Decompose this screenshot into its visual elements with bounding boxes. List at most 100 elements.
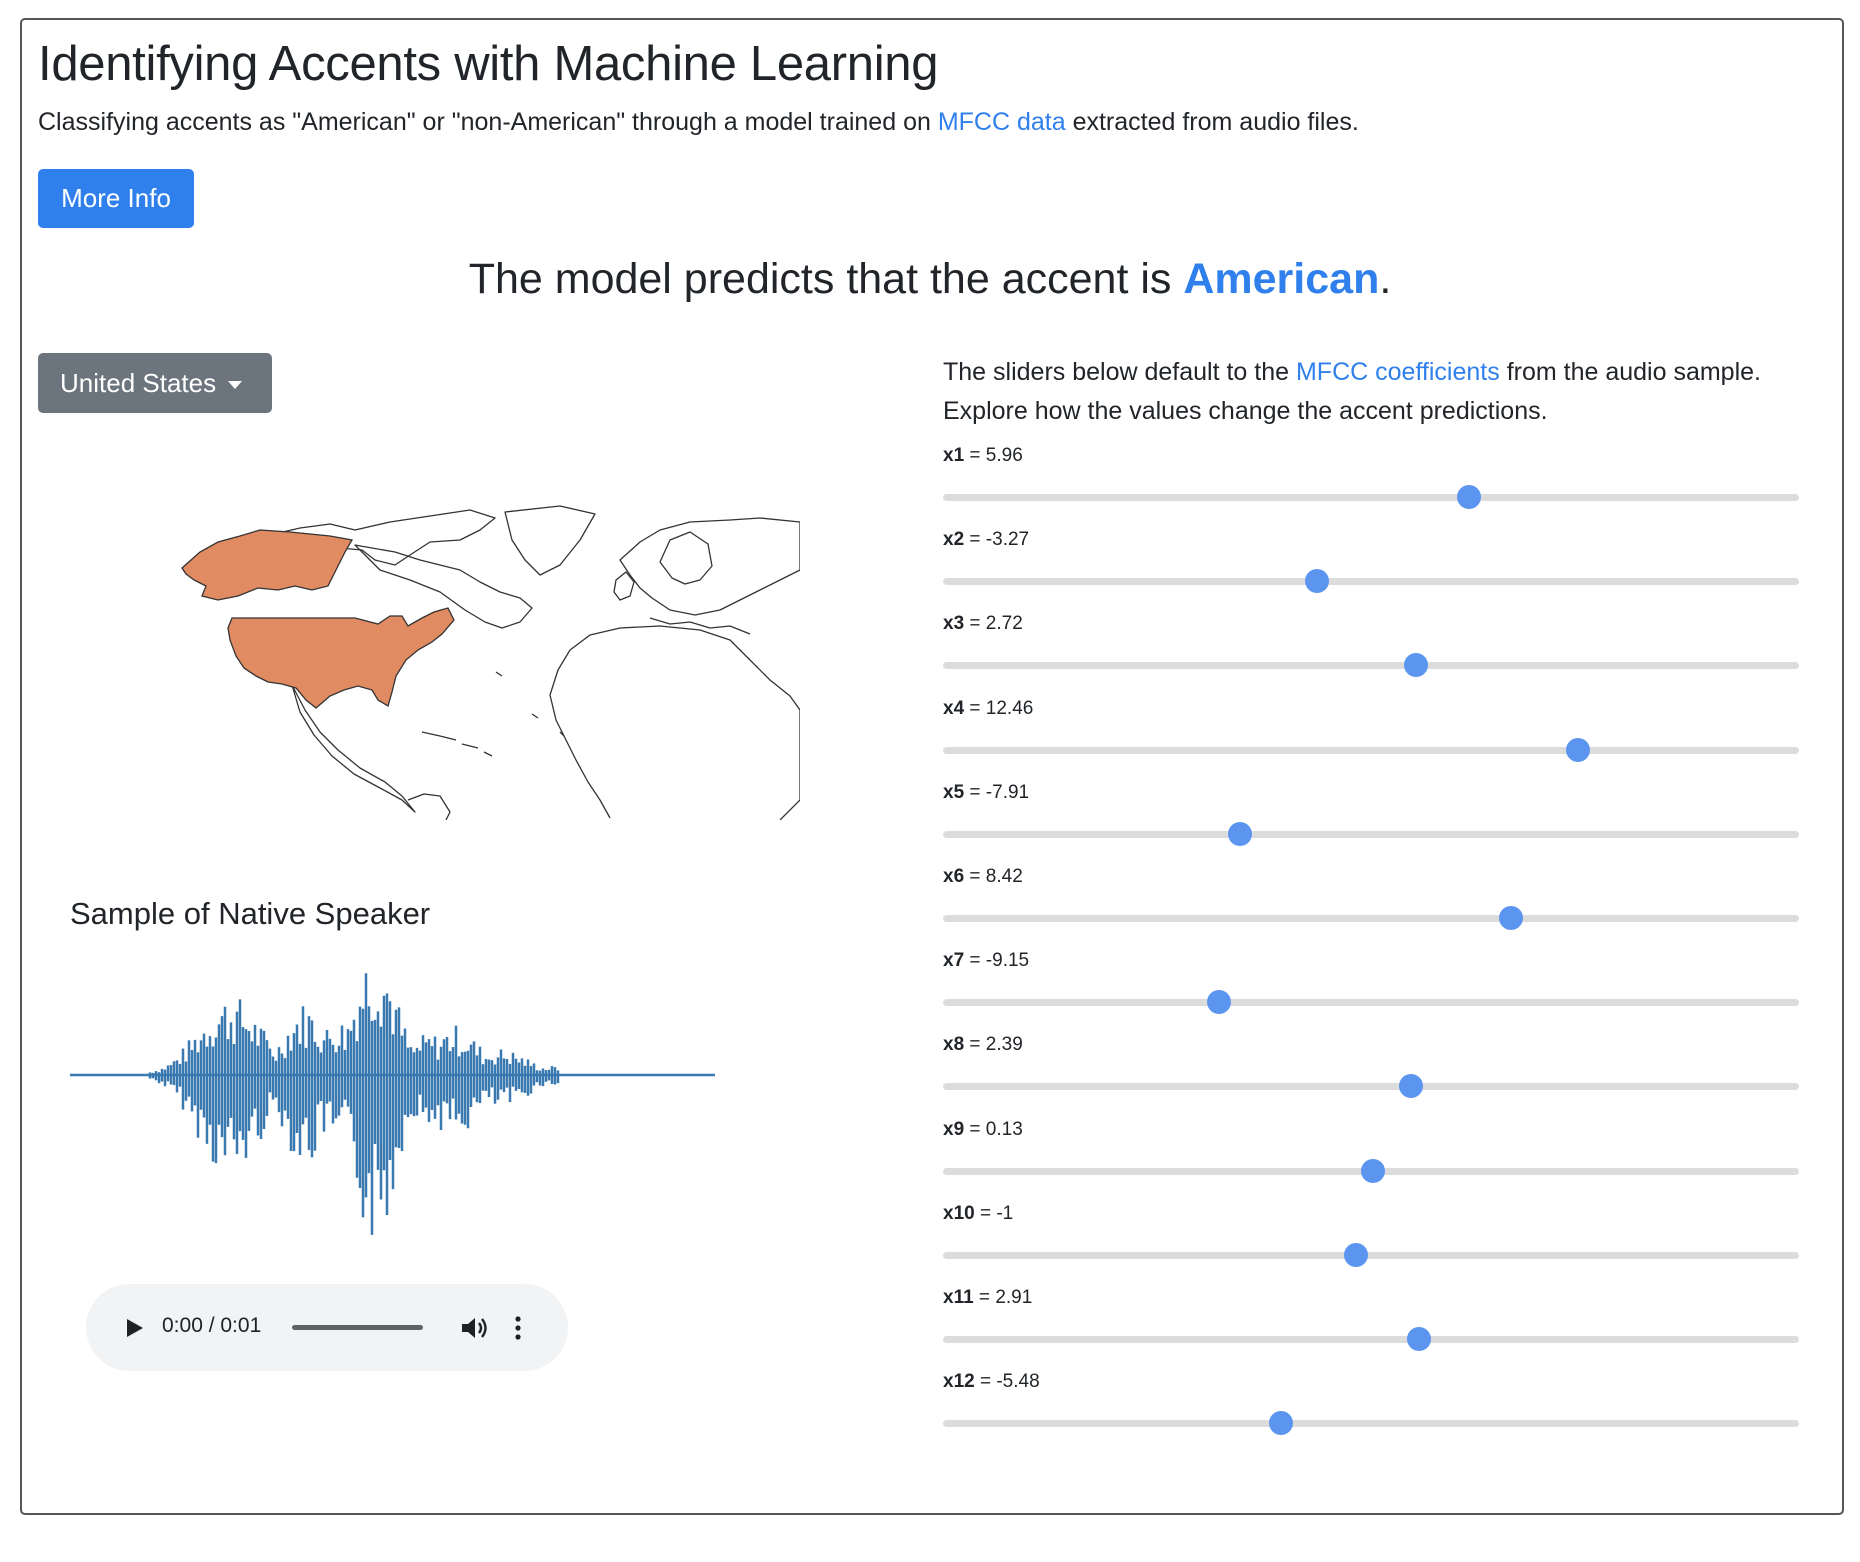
caret-down-icon xyxy=(228,380,243,389)
slider-row-x5: x5 = -7.91 xyxy=(943,782,1803,866)
slider-value: 12.46 xyxy=(985,697,1034,719)
slider-value: 0.13 xyxy=(985,1118,1023,1140)
prediction-result: American xyxy=(1183,255,1380,303)
mfcc-coefficients-link[interactable]: MFCC coefficients xyxy=(1295,358,1500,386)
slider-thumb-x1[interactable] xyxy=(1457,485,1482,509)
slider-thumb-x4[interactable] xyxy=(1566,737,1591,762)
slider-track-x3[interactable] xyxy=(943,653,1799,678)
slider-value: -7.91 xyxy=(985,781,1030,803)
slider-track-x1[interactable] xyxy=(943,485,1799,509)
map-coastline-africa xyxy=(549,625,800,820)
slider-track-x6[interactable] xyxy=(943,905,1799,930)
slider-value: -1 xyxy=(996,1202,1014,1224)
map-coastline-uk xyxy=(613,571,635,601)
slider-thumb-x11[interactable] xyxy=(1406,1326,1431,1351)
slider-row-x4: x4 = 12.46 xyxy=(943,698,1803,782)
slider-name: x6 xyxy=(943,865,965,887)
map-highlight-united-states xyxy=(227,607,455,709)
play-icon[interactable] xyxy=(120,1314,148,1342)
map-coastline-southamerica xyxy=(407,793,451,820)
audio-time: 0:00 / 0:01 xyxy=(162,1314,262,1337)
slider-track-x12[interactable] xyxy=(943,1411,1799,1436)
slider-label-x3: x3 = 2.72 xyxy=(943,613,1023,635)
slider-value: -9.15 xyxy=(985,950,1030,972)
slider-track-x7[interactable] xyxy=(943,990,1799,1015)
slider-equals: = xyxy=(964,1118,986,1140)
slider-row-x1: x1 = 5.96 xyxy=(943,445,1803,529)
country-dropdown[interactable]: United States xyxy=(38,353,272,413)
slider-name: x12 xyxy=(943,1371,975,1393)
map-coastline-europe xyxy=(619,517,800,616)
slider-equals: = xyxy=(964,950,986,972)
slider-thumb-x12[interactable] xyxy=(1269,1411,1294,1436)
slider-track-x8[interactable] xyxy=(943,1074,1799,1099)
slider-label-x5: x5 = -7.91 xyxy=(943,782,1029,804)
page-subtitle: Classifying accents as "American" or "no… xyxy=(38,108,1359,137)
slider-name: x1 xyxy=(943,445,965,466)
world-map xyxy=(181,505,800,820)
subtitle-text-end: extracted from audio files. xyxy=(1065,108,1359,136)
slider-value: 5.96 xyxy=(985,445,1023,466)
map-coastline-scandinavia xyxy=(659,531,713,585)
slider-name: x4 xyxy=(943,697,965,719)
more-options-icon[interactable] xyxy=(512,1312,524,1344)
slider-equals: = xyxy=(964,445,986,466)
slider-equals: = xyxy=(964,697,986,719)
slider-track-x11[interactable] xyxy=(943,1326,1799,1351)
slider-name: x8 xyxy=(943,1034,965,1056)
slider-thumb-x9[interactable] xyxy=(1360,1158,1385,1183)
mfcc-sliders: x1 = 5.96 x2 = -3.27 x3 = 2.72 x4 = 12.46 x5… xyxy=(943,445,1803,1455)
slider-thumb-x3[interactable] xyxy=(1403,653,1428,678)
page-title: Identifying Accents with Machine Learnin… xyxy=(38,37,939,91)
slider-label-x10: x10 = -1 xyxy=(943,1203,1013,1225)
slider-thumb-x2[interactable] xyxy=(1305,569,1330,594)
slider-label-x9: x9 = 0.13 xyxy=(943,1119,1023,1141)
mfcc-data-link[interactable]: MFCC data xyxy=(937,108,1066,136)
slider-track-x10[interactable] xyxy=(943,1242,1799,1267)
slider-name: x10 xyxy=(943,1202,975,1224)
slider-thumb-x8[interactable] xyxy=(1399,1074,1424,1099)
slider-value: 2.91 xyxy=(995,1286,1033,1308)
slider-label-x2: x2 = -3.27 xyxy=(943,529,1029,551)
slider-track-x9[interactable] xyxy=(943,1158,1799,1183)
audio-player[interactable]: 0:00 / 0:01 xyxy=(86,1284,568,1371)
slider-thumb-x7[interactable] xyxy=(1206,990,1231,1015)
map-coastline-mediterranean xyxy=(649,617,751,635)
map-coastline-caribbean xyxy=(421,731,493,757)
prediction-text: The model predicts that the accent is xyxy=(468,255,1184,303)
waveform-bars xyxy=(148,973,560,1235)
slider-label-x7: x7 = -9.15 xyxy=(943,950,1029,972)
intro-text: The sliders below default to the xyxy=(943,358,1296,386)
slider-equals: = xyxy=(974,1202,997,1224)
slider-name: x7 xyxy=(943,950,965,972)
slider-label-x1: x1 = 5.96 xyxy=(943,445,1023,467)
slider-track-x4[interactable] xyxy=(943,737,1799,762)
subtitle-text: Classifying accents as "American" or "no… xyxy=(38,108,938,136)
slider-name: x3 xyxy=(943,613,965,635)
slider-row-x12: x12 = -5.48 xyxy=(943,1371,1803,1455)
slider-value: -3.27 xyxy=(985,529,1030,551)
slider-value: -5.48 xyxy=(996,1371,1040,1393)
slider-row-x7: x7 = -9.15 xyxy=(943,950,1803,1034)
more-info-button[interactable]: More Info xyxy=(38,169,194,228)
map-coastline-greenland xyxy=(504,505,596,576)
slider-thumb-x6[interactable] xyxy=(1499,905,1524,930)
slider-equals: = xyxy=(964,529,986,551)
slider-equals: = xyxy=(964,781,986,803)
volume-icon[interactable] xyxy=(458,1312,490,1344)
slider-row-x3: x3 = 2.72 xyxy=(943,613,1803,697)
slider-track-x5[interactable] xyxy=(943,821,1799,846)
audio-waveform xyxy=(70,973,715,1235)
slider-equals: = xyxy=(973,1286,996,1308)
country-dropdown-label: United States xyxy=(60,367,217,398)
slider-thumb-x5[interactable] xyxy=(1228,821,1253,846)
slider-value: 2.72 xyxy=(985,613,1023,635)
audio-progress-bar[interactable] xyxy=(292,1325,423,1330)
slider-label-x11: x11 = 2.91 xyxy=(943,1287,1032,1309)
slider-thumb-x10[interactable] xyxy=(1343,1242,1368,1267)
slider-name: x9 xyxy=(943,1118,965,1140)
slider-track-x2[interactable] xyxy=(943,569,1799,594)
map-highlight-alaska xyxy=(181,529,354,601)
slider-row-x8: x8 = 2.39 xyxy=(943,1034,1803,1118)
prediction-period: . xyxy=(1379,255,1392,303)
